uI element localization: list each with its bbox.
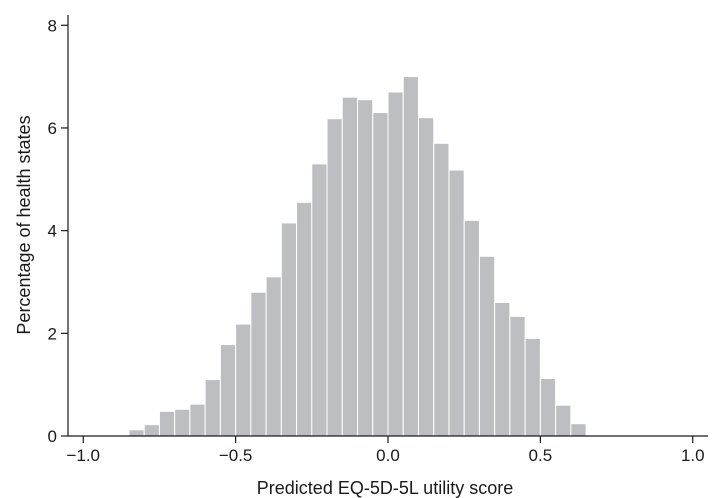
histogram-bar [204,379,221,437]
histogram-bar [280,222,298,437]
x-tick-label: 0.5 [529,446,553,465]
histogram-bar [235,323,252,437]
histogram-bar [158,410,176,437]
histogram-bar [417,117,435,437]
y-tick-label: 4 [48,222,57,241]
histogram-bar [494,302,511,437]
histogram-bar [357,99,374,437]
histogram-bar [448,169,465,437]
histogram-bar [128,429,145,437]
x-tick-label: 1.0 [681,446,705,465]
histogram-bar [265,276,282,437]
histogram-bar [311,163,328,437]
histogram-bar [555,404,572,437]
x-axis: −1.0 −0.5 0.0 0.5 1.0 [66,435,708,465]
histogram-bar [524,337,541,437]
y-axis: 0 2 4 6 8 [48,15,69,446]
x-tick-label: −1.0 [66,446,100,465]
histogram-bar [219,344,237,437]
y-tick-label: 0 [48,427,57,446]
x-tick-label: 0.0 [376,446,400,465]
y-tick-label: 2 [48,324,57,343]
histogram-bars [128,76,587,437]
histogram-bar [372,112,389,437]
histogram-bar [463,219,480,437]
y-tick-label: 6 [48,119,57,138]
y-axis-title: Percentage of health states [14,115,34,334]
x-axis-title: Predicted EQ-5D-5L utility score [257,478,513,498]
histogram-bar [509,315,526,437]
histogram-bar [296,201,313,437]
histogram-bar [174,408,191,437]
histogram-bar [570,423,587,437]
histogram-bar [341,96,359,437]
histogram-bar [189,403,206,437]
histogram-bar [539,377,557,437]
histogram-bar [250,291,267,437]
x-tick-label: −0.5 [219,446,253,465]
histogram-bar [478,255,496,437]
histogram-bar [143,424,160,437]
histogram-bar [326,118,343,437]
histogram-bar [387,91,404,437]
histogram-bar [433,142,450,437]
histogram-bar [402,76,419,437]
y-tick-label: 8 [48,16,57,35]
